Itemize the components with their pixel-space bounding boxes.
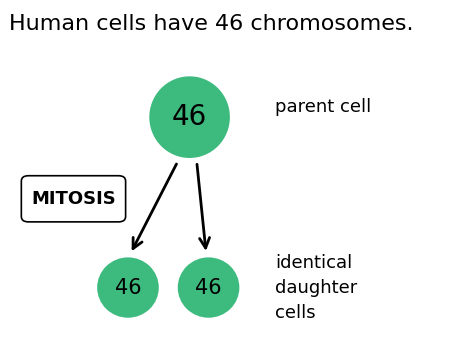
Ellipse shape	[97, 257, 159, 318]
Text: identical
daughter
cells: identical daughter cells	[275, 253, 357, 322]
Text: 46: 46	[115, 278, 141, 297]
Ellipse shape	[149, 76, 230, 158]
FancyBboxPatch shape	[21, 176, 126, 222]
Text: Human cells have 46 chromosomes.: Human cells have 46 chromosomes.	[9, 14, 414, 34]
Ellipse shape	[178, 257, 239, 318]
Text: 46: 46	[195, 278, 222, 297]
Text: 46: 46	[172, 103, 207, 131]
Text: parent cell: parent cell	[275, 98, 371, 115]
Text: MITOSIS: MITOSIS	[31, 190, 116, 208]
